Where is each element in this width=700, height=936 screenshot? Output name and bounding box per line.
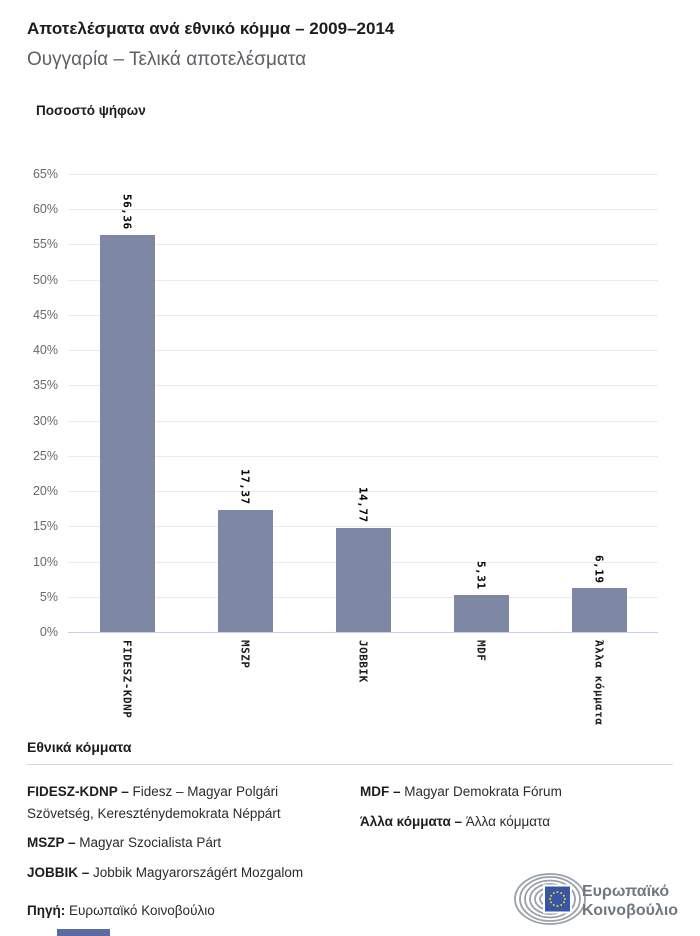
legend-entry-code: Άλλα κόμματα – (360, 813, 466, 829)
gridline-45 (68, 314, 658, 316)
logo-text-line1: Ευρωπαϊκό (582, 883, 669, 900)
bar-value-label: 17,37 (238, 468, 252, 505)
legend-entry-name: Jobbik Magyarországért Mozgalom (93, 864, 304, 880)
x-axis-label: MDF (474, 640, 488, 662)
legend-entry-name: Magyar Szocialista Párt (79, 835, 222, 851)
y-tick-label: 20% (32, 484, 58, 499)
y-tick-label: 50% (32, 272, 58, 287)
gridline-60 (68, 209, 658, 211)
gridline-55 (68, 244, 658, 246)
gridline-65 (68, 174, 658, 175)
gridline-40 (68, 350, 658, 352)
x-axis-label: MSZP (238, 640, 252, 669)
y-tick-label: 55% (32, 237, 58, 252)
legend-entry-code: JOBBIK – (27, 864, 94, 880)
y-tick-label: 15% (32, 519, 58, 534)
logo-text-line2: Κοινοβούλιο (582, 902, 678, 919)
gridline-50 (68, 279, 658, 281)
bar-MSZP (217, 509, 273, 632)
bar-value-label: 6,19 (592, 554, 606, 584)
legend-entry-name: Άλλα κόμματα (465, 813, 551, 829)
legend-entry: FIDESZ-KDNP – Fidesz – Magyar Polgári Sz… (27, 781, 347, 824)
gridline-25 (68, 455, 658, 457)
page-title: Αποτελέσματα ανά εθνικό κόμμα – 2009–201… (27, 19, 395, 38)
source-value: Ευρωπαϊκό Κοινοβούλιο (65, 903, 215, 918)
footer-accent-bar (57, 929, 110, 936)
gridline-0 (68, 632, 658, 633)
y-tick-label: 25% (32, 448, 58, 463)
legend-entry: Άλλα κόμματα – Άλλα κόμματα (360, 811, 675, 833)
y-tick-label: 45% (32, 307, 58, 322)
gridline-30 (68, 420, 658, 422)
source-label: Πηγή: (27, 903, 66, 918)
y-tick-label: 30% (32, 413, 58, 428)
bar-value-label: 56,36 (120, 194, 134, 230)
y-tick-label: 10% (32, 554, 58, 569)
bar-JOBBIK (335, 527, 391, 632)
gridline-20 (68, 491, 658, 493)
y-tick-label: 60% (32, 202, 58, 217)
legend-entry: MSZP – Magyar Szocialista Párt (27, 832, 347, 854)
legend-entry-code: MDF – (360, 784, 405, 799)
legend-entry-name: Fidesz – Magyar Polgári Szövetség, Keres… (27, 784, 281, 821)
legend-column-left: FIDESZ-KDNP – Fidesz – Magyar Polgári Sz… (27, 781, 347, 891)
x-axis-label: Άλλα κόμματα (592, 640, 606, 726)
bar-value-label: 14,77 (356, 487, 370, 523)
legend-entry-code: MSZP – (27, 835, 80, 851)
legend-heading: Εθνικά κόμματα (27, 739, 132, 755)
bar-FIDESZ-KDNP (99, 234, 155, 632)
hemicycle-logo-icon: Ευρωπαϊκό Κοινοβούλιο (514, 873, 678, 925)
gridline-35 (68, 385, 658, 387)
y-tick-label: 40% (32, 343, 58, 358)
bar-MDF (453, 594, 509, 632)
gridline-15 (68, 526, 658, 528)
legend-entry: MDF – Magyar Demokrata Fórum (360, 781, 675, 803)
bar-Άλλα κόμματα (571, 588, 627, 632)
page-subtitle: Ουγγαρία – Τελικά αποτελέσματα (27, 49, 307, 70)
legend-entry: JOBBIK – Jobbik Magyarországért Mozgalom (27, 862, 347, 884)
x-axis-label: JOBBIK (356, 640, 370, 683)
legend-divider (27, 764, 673, 765)
y-tick-label: 65% (32, 167, 58, 181)
eu-flag-stars (549, 891, 566, 907)
eu-flag-icon (543, 884, 572, 914)
legend-entry-code: FIDESZ-KDNP – (27, 784, 133, 799)
chart-axis-title: Ποσοστό ψήφων (36, 103, 146, 118)
bar-value-label: 5,31 (474, 561, 488, 590)
y-tick-label: 35% (32, 378, 58, 393)
x-axis-label: FIDESZ-KDNP (120, 640, 134, 719)
legend-entry-name: Magyar Demokrata Fórum (404, 784, 562, 799)
source-line: Πηγή: Ευρωπαϊκό Κοινοβούλιο (27, 903, 215, 918)
y-tick-label: 0% (39, 625, 58, 639)
y-tick-label: 5% (39, 589, 58, 604)
european-parliament-logo: Ευρωπαϊκό Κοινοβούλιο (508, 872, 694, 926)
legend-column-right: MDF – Magyar Demokrata Fórum Άλλα κόμματα… (360, 781, 675, 840)
